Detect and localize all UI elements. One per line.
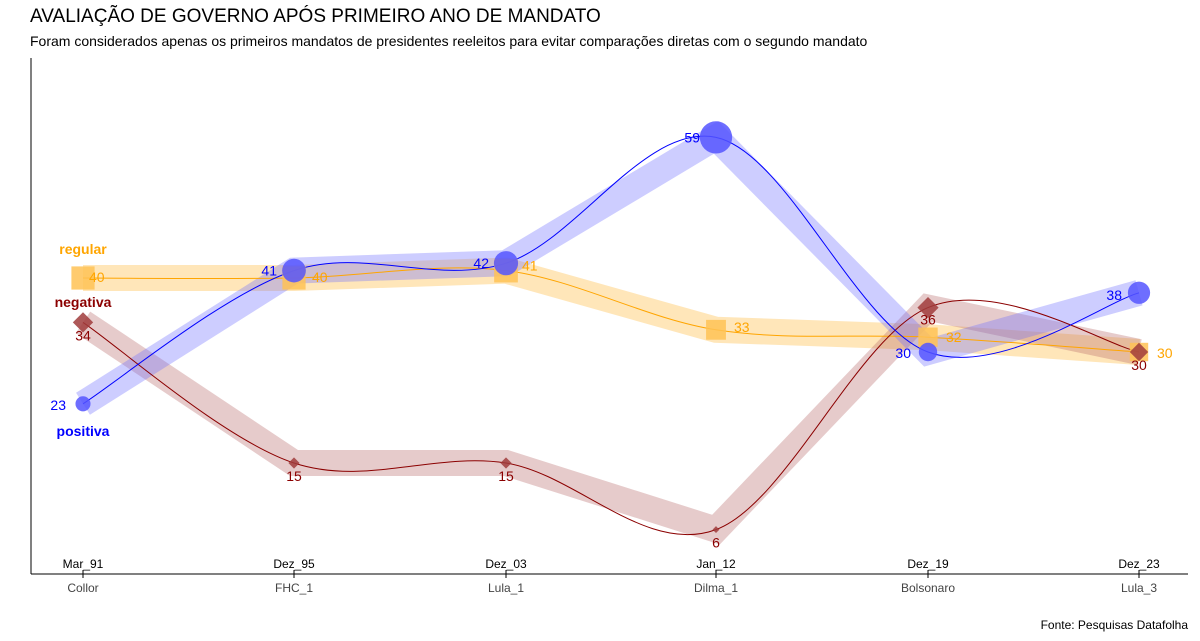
x-sublabel-5: Lula_3 <box>1121 581 1157 595</box>
axes: Mar_91 Collor Dez_95 FHC_1 Dez_03 Lula_1 Jan_1… <box>30 58 1188 595</box>
data-label-positiva-3: 59 <box>684 129 700 145</box>
marker-regular-3 <box>706 319 726 340</box>
x-tick-label-2: Dez_03 <box>485 557 527 571</box>
marker-positiva-2 <box>493 251 519 276</box>
x-tick-label-1: Dez_95 <box>273 557 315 571</box>
x-sublabel-1: FHC_1 <box>275 581 313 595</box>
x-sublabel-3: Dilma_1 <box>694 581 738 595</box>
data-label-positiva-2: 42 <box>473 255 489 271</box>
marker-positiva-3 <box>699 121 733 154</box>
marker-positiva-0 <box>75 396 91 412</box>
legend-label-positiva: positiva <box>57 423 110 439</box>
legend-label-regular: regular <box>59 241 107 257</box>
line-negativa <box>82 299 1140 536</box>
band-negativa <box>75 293 1142 545</box>
data-label-regular-3: 33 <box>734 319 750 335</box>
x-tick-label-5: Dez_23 <box>1118 557 1160 571</box>
line-positiva <box>82 135 1140 405</box>
data-label-positiva-1: 41 <box>261 263 277 279</box>
series-legend: regular negativa positiva <box>55 241 112 439</box>
data-label-regular-0: 40 <box>89 269 105 285</box>
data-label-positiva-0: 23 <box>50 397 66 413</box>
x-tick-label-0: Mar_91 <box>63 557 104 571</box>
marker-negativa-1 <box>288 457 300 469</box>
data-label-negativa-1: 15 <box>286 468 302 484</box>
series-markers <box>71 121 1151 534</box>
marker-positiva-4 <box>918 342 938 362</box>
marker-positiva-5 <box>1127 281 1151 304</box>
data-label-negativa-5: 30 <box>1131 357 1147 373</box>
data-label-negativa-2: 15 <box>498 468 514 484</box>
marker-regular-4 <box>918 327 938 347</box>
marker-regular-0 <box>71 266 95 290</box>
data-label-regular-4: 32 <box>946 329 962 345</box>
series-lines <box>82 135 1140 536</box>
chart-title: AVALIAÇÃO DE GOVERNO APÓS PRIMEIRO ANO D… <box>30 6 601 27</box>
series-bands <box>75 121 1143 545</box>
marker-positiva-1 <box>282 258 306 283</box>
data-labels: 40 40 41 33 32 30 34 15 15 6 36 30 23 41 42 59 30 38 <box>50 129 1172 550</box>
source-note: Fonte: Pesquisas Datafolha <box>1040 618 1188 632</box>
marker-negativa-5 <box>1129 342 1149 362</box>
band-positiva <box>76 121 1143 415</box>
data-label-negativa-3: 6 <box>712 535 720 551</box>
marker-negativa-3 <box>712 526 720 534</box>
chart-subtitle: Foram considerados apenas os primeiros m… <box>30 33 868 49</box>
data-label-negativa-4: 36 <box>920 312 936 328</box>
line-regular <box>82 267 1140 353</box>
data-label-regular-2: 41 <box>522 258 538 274</box>
x-tick-label-4: Dez_19 <box>907 557 949 571</box>
x-sublabel-4: Bolsonaro <box>901 581 955 595</box>
data-label-positiva-4: 30 <box>895 345 911 361</box>
marker-negativa-2 <box>500 457 512 469</box>
marker-negativa-4 <box>917 296 939 319</box>
data-label-regular-5: 30 <box>1157 345 1173 361</box>
data-label-regular-1: 40 <box>312 269 328 285</box>
marker-negativa-0 <box>72 312 94 333</box>
x-sublabel-2: Lula_1 <box>488 581 524 595</box>
data-label-negativa-0: 34 <box>75 327 91 343</box>
x-tick-label-3: Jan_12 <box>696 557 736 571</box>
data-label-positiva-5: 38 <box>1106 287 1122 303</box>
legend-label-negativa: negativa <box>55 294 112 310</box>
x-sublabel-0: Collor <box>67 581 98 595</box>
